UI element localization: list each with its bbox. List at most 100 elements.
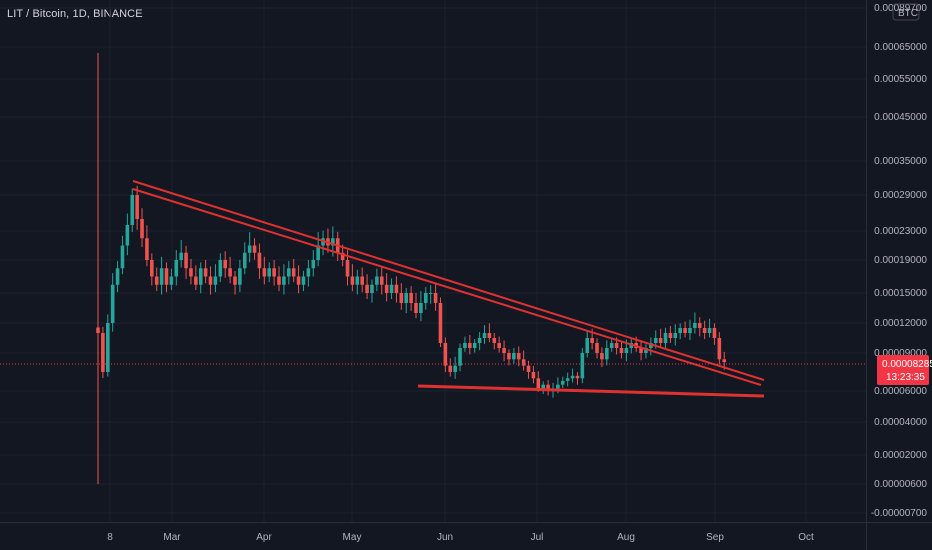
candle-body	[668, 333, 673, 338]
trendline[interactable]	[132, 180, 765, 381]
candle-body	[164, 268, 169, 285]
y-tick-label: 0.00019000	[874, 255, 927, 266]
candle-body	[614, 343, 619, 348]
candle-body	[228, 268, 232, 277]
candle-body	[516, 353, 521, 360]
candle-body	[565, 378, 570, 381]
y-tick-label: 0.00029000	[874, 190, 927, 201]
candle-body	[115, 268, 120, 285]
candle-body	[145, 238, 149, 260]
candle-body	[384, 284, 389, 293]
candle-body	[267, 268, 272, 277]
candle-body	[521, 359, 526, 366]
candle-body	[169, 276, 174, 285]
candle-body	[546, 384, 550, 391]
candle-body	[423, 293, 428, 303]
candle-body	[179, 252, 183, 260]
candle-body	[218, 260, 223, 277]
candle-body	[609, 343, 614, 348]
x-tick-label: Jun	[437, 532, 453, 543]
candle-body	[198, 268, 203, 285]
candle-body	[287, 268, 291, 277]
trendline[interactable]	[417, 384, 765, 398]
candlestick-series	[96, 185, 727, 398]
currency-label: BTC	[898, 8, 918, 19]
candle-body	[560, 380, 565, 385]
candle-body	[468, 343, 472, 348]
candle-body	[311, 260, 316, 269]
candle-body	[497, 343, 501, 348]
y-tick-label: 0.00035000	[874, 156, 927, 167]
candle-body	[316, 245, 320, 260]
candle-body	[238, 268, 242, 285]
candle-body	[693, 323, 697, 328]
y-tick-label: -0.00000700	[871, 508, 928, 519]
candle-body	[252, 245, 257, 253]
candle-body	[194, 276, 198, 285]
y-axis: 0.00089700 0.00065000 0.00055000 0.00045000…	[871, 3, 928, 519]
candle-body	[658, 338, 663, 343]
candle-body	[433, 293, 438, 303]
candle-body	[370, 284, 374, 293]
x-tick-label: May	[343, 532, 362, 543]
candle-body	[375, 276, 379, 285]
candle-body	[189, 268, 193, 277]
candle-body	[409, 293, 413, 303]
x-tick-label: Apr	[256, 532, 272, 543]
candle-body	[282, 276, 286, 285]
candle-body	[507, 353, 511, 360]
currency-badge[interactable]: BTC	[892, 3, 920, 21]
x-tick-label: Mar	[163, 532, 181, 543]
candle-body	[130, 195, 135, 225]
candle-body	[213, 276, 218, 285]
y-tick-label: 0.00065000	[874, 42, 927, 53]
candle-body	[159, 268, 164, 285]
candle-body	[453, 365, 457, 372]
trendline[interactable]	[132, 188, 762, 386]
candle-body	[585, 338, 590, 353]
candle-body	[722, 359, 727, 363]
candle-body	[203, 268, 208, 277]
candle-body	[379, 276, 384, 285]
y-tick-label: 0.00002000	[874, 450, 927, 461]
candle-body	[678, 328, 682, 333]
candle-body	[365, 284, 369, 293]
candle-body	[140, 219, 144, 239]
candle-body	[257, 252, 262, 269]
candle-body	[120, 245, 125, 269]
candle-body	[541, 384, 546, 389]
candle-body	[345, 260, 350, 277]
symbol-title: LIT / Bitcoin, 1D, BINANCE	[7, 8, 143, 20]
candle-body	[702, 328, 707, 333]
candle-body	[487, 333, 492, 338]
candle-body	[184, 252, 188, 269]
candle-body	[404, 293, 409, 303]
countdown-label: 13:23:35	[886, 372, 925, 383]
candle-body	[477, 338, 482, 343]
candle-body	[590, 338, 594, 343]
candle-body	[331, 238, 335, 246]
candle-body	[340, 252, 345, 260]
candle-body	[653, 338, 658, 343]
candle-body	[247, 245, 252, 253]
candle-body	[306, 268, 311, 277]
candle-body	[644, 348, 648, 353]
candle-body	[399, 293, 404, 303]
trendlines	[132, 180, 765, 398]
candle-body	[438, 303, 443, 343]
x-tick-label: Jul	[531, 532, 544, 543]
y-tick-label: 0.00006000	[874, 386, 927, 397]
x-tick-label: Oct	[798, 532, 814, 543]
candle-body	[688, 328, 692, 333]
candle-body	[712, 328, 717, 338]
candle-body	[389, 284, 394, 293]
candle-body	[394, 284, 399, 293]
candle-body	[223, 260, 228, 269]
candle-body	[482, 333, 487, 338]
candle-body	[639, 348, 643, 353]
candle-body	[262, 268, 267, 277]
candle-body	[707, 328, 712, 333]
candle-body	[301, 276, 306, 285]
y-tick-label: 0.00004000	[874, 417, 927, 428]
